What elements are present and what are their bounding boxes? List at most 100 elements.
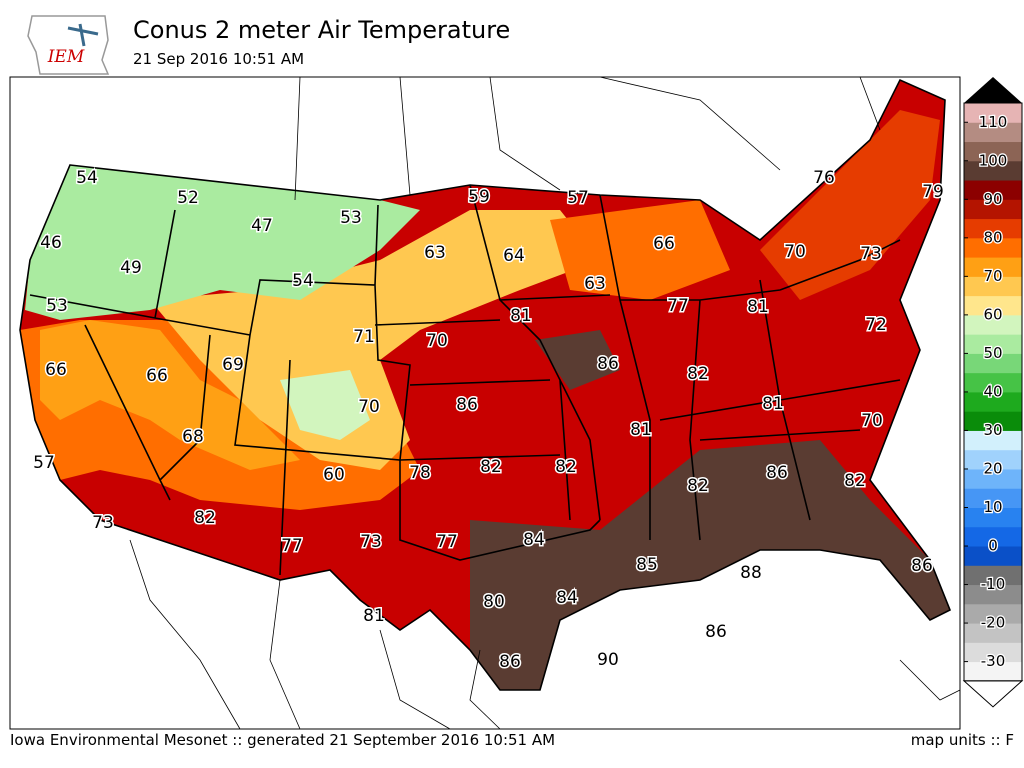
colorbar-band [964,603,1022,624]
station-value: 59 [468,187,490,207]
station-value: 54 [76,168,98,188]
field-warm [760,110,940,300]
colorbar-band [964,507,1022,528]
station-value: 84 [523,530,545,550]
station-value: 64 [503,246,525,266]
colorbar-tick-label: 90 [983,190,1002,208]
station-value: 77 [281,536,303,556]
station-value: 81 [630,420,652,440]
station-value: 46 [40,233,62,253]
colorbar-tick-label: 30 [983,421,1002,439]
mexico-canada-outline [129,76,961,730]
colorbar-band [964,411,1022,431]
station-value: 77 [667,296,689,316]
station-value: 47 [251,216,273,236]
colorbar-band [964,257,1022,277]
station-value: 53 [46,296,68,316]
station-value: 82 [480,457,502,477]
station-value: 68 [182,427,204,447]
station-value: 82 [687,476,709,496]
station-value: 66 [146,366,168,386]
station-value: 70 [861,411,883,431]
colorbar-tick-label: 40 [983,382,1002,400]
colorbar-tick-label: 0 [988,537,998,555]
station-values: 54 52 47 53 59 57 76 79 46 49 63 64 66 70 73 54 63 53 71 70… [32,167,946,674]
station-value: 63 [424,243,446,263]
colorbar-band [964,565,1022,586]
station-value: 70 [358,397,380,417]
colorbar-tick-label: 20 [983,459,1002,477]
colorbar-band [964,295,1022,316]
colorbar-tick-label: 110 [979,113,1008,131]
station-value: 81 [363,606,385,626]
station-value: 66 [653,234,675,254]
title: Conus 2 meter Air Temperature [133,16,510,44]
logo: IEM [27,15,110,75]
station-value: 66 [45,360,67,380]
station-value: 57 [567,188,589,208]
colorbar-band [964,334,1022,354]
station-value: 82 [844,471,866,491]
station-value: 53 [340,208,362,228]
station-value: 82 [687,364,709,384]
colorbar-bottom-arrow [962,680,1024,708]
colorbar-band [964,160,1022,181]
station-value: 86 [705,622,727,642]
colorbar-band [964,430,1022,451]
country-border [19,78,952,691]
station-value: 81 [762,394,784,414]
field-warm [550,200,730,300]
footer-right: map units :: F [911,731,1014,749]
station-value: 60 [323,465,345,485]
colorbar-band [964,314,1022,335]
colorbar-band [964,103,1022,123]
colorbar-band [964,449,1022,470]
colorbar-band [964,353,1022,374]
station-value: 84 [556,588,578,608]
colorbar-band [964,623,1022,643]
station-value: 86 [597,354,619,374]
station-value: 85 [636,555,658,575]
field-cool [280,370,370,440]
colorbar-band [964,391,1022,412]
station-value: 86 [499,652,521,672]
colorbar-tick-label: 70 [983,267,1002,285]
station-value: 79 [922,182,944,202]
colorbar-band [964,642,1022,663]
station-value: 81 [510,306,532,326]
colorbar-tick-label: -30 [981,652,1006,670]
colorbar-band [964,276,1022,297]
colorbar-band [964,468,1022,489]
colorbar-band [964,199,1022,220]
station-value: 54 [292,271,314,291]
state-border [29,184,901,576]
field-mild [150,210,600,470]
station-value: 90 [597,650,619,670]
colorbar-band [964,488,1022,508]
station-value: 57 [33,453,55,473]
station-value: 82 [555,457,577,477]
station-value: 77 [436,532,458,552]
colorbar-tick-label: -20 [981,614,1006,632]
colorbar-tick-label: -10 [981,575,1006,593]
colorbar-band [964,122,1022,143]
field-cool [25,165,420,320]
station-value: 73 [360,532,382,552]
colorbar-tick-label: 10 [983,498,1002,516]
station-value: 80 [483,592,505,612]
station-value: 86 [766,463,788,483]
colorbar-band [964,372,1022,393]
colorbar-tick-label: 100 [979,151,1008,169]
station-value: 71 [353,327,375,347]
field-mild [40,320,300,470]
colorbar-band [964,218,1022,239]
colorbar-top-arrow [964,77,1022,103]
station-value: 70 [784,242,806,262]
station-value: 76 [813,168,835,188]
station-value: 69 [222,355,244,375]
station-value: 52 [177,188,199,208]
field-hottest [470,440,950,690]
station-value: 88 [740,563,762,583]
station-value: 86 [911,556,933,576]
